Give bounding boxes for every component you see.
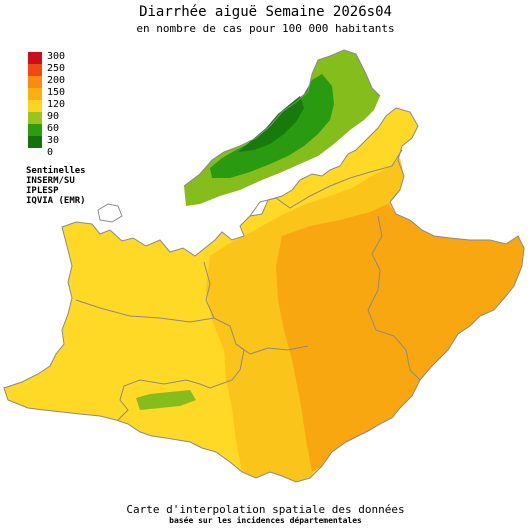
legend-label: 0 <box>47 147 54 158</box>
border-east <box>367 215 421 381</box>
map-region-south-west-green <box>136 390 196 410</box>
legend-item: 250 <box>28 63 108 76</box>
legend-label: 90 <box>47 111 60 122</box>
legend-swatch <box>28 88 42 100</box>
legend-label: 120 <box>47 99 66 110</box>
legend-swatch <box>28 64 42 76</box>
legend-item: 30 <box>28 135 108 148</box>
legend-label: 250 <box>47 63 66 74</box>
legend-item: 90 <box>28 111 108 124</box>
footer-note: basée sur les incidences départementales <box>169 516 362 525</box>
legend-item: 60 <box>28 123 108 136</box>
legend-label: 300 <box>47 51 66 62</box>
map-region-enclave <box>97 203 123 223</box>
source-item: IQVIA (EMR) <box>26 196 86 206</box>
legend-swatch <box>28 124 42 136</box>
department-borders <box>3 49 525 483</box>
border-south <box>235 343 309 355</box>
legend-item: 150 <box>28 87 108 100</box>
legend-label: 150 <box>47 87 66 98</box>
source-item: IPLESP <box>26 186 59 196</box>
legend-item: 200 <box>28 75 108 88</box>
map-title: Diarrhée aiguë Semaine 2026s04 <box>139 4 392 20</box>
legend-label: 60 <box>47 123 60 134</box>
border-center <box>203 261 215 319</box>
border-north-east <box>249 149 403 217</box>
map-region-dark-green <box>238 96 304 152</box>
legend-swatch <box>28 76 42 88</box>
legend-swatch <box>28 136 42 148</box>
border-west-center <box>75 299 245 421</box>
legend-swatch <box>28 52 42 64</box>
legend-label: 200 <box>47 75 66 86</box>
map-region-orange <box>276 204 524 472</box>
legend-swatch <box>28 148 42 160</box>
sources-list: Sentinelles INSERM/SU IPLESP IQVIA (EMR) <box>26 166 86 206</box>
legend-swatch <box>28 112 42 124</box>
legend-label: 30 <box>47 135 60 146</box>
legend-item: 300 <box>28 51 108 64</box>
legend-item: 0 <box>28 147 108 160</box>
source-item: INSERM/SU <box>26 176 75 186</box>
legend-swatch <box>28 100 42 112</box>
source-item: Sentinelles <box>26 166 86 176</box>
border-outline <box>3 107 525 483</box>
legend-item: 120 <box>28 99 108 112</box>
border-north <box>183 49 381 187</box>
map-subtitle: en nombre de cas pour 100 000 habitants <box>136 22 395 35</box>
footer-caption: Carte d'interpolation spatiale des donné… <box>126 503 405 516</box>
